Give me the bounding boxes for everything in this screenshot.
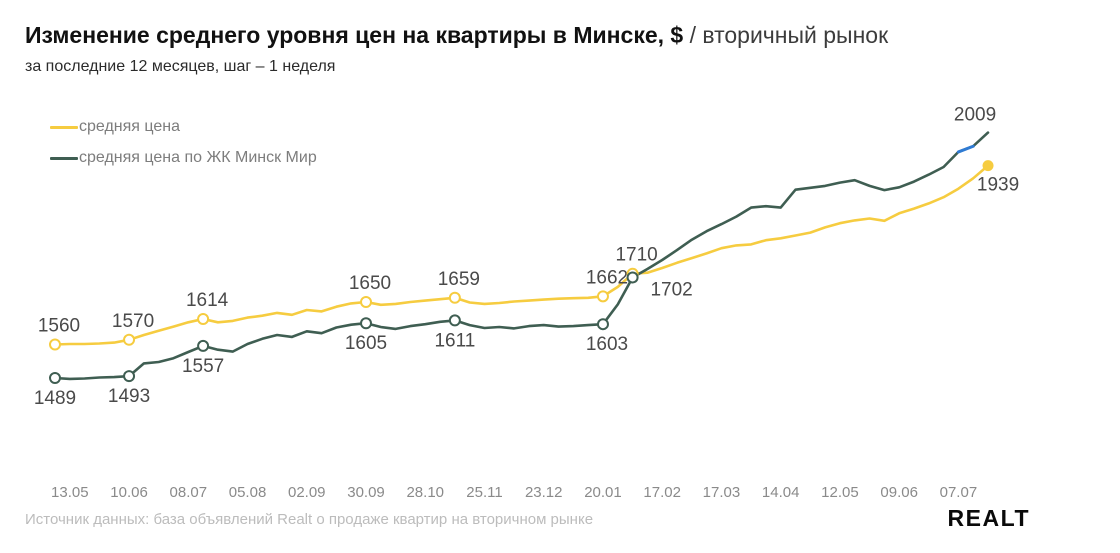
legend-item-minsk-mir: средняя цена по ЖК Минск Мир	[50, 147, 317, 169]
title-main: Изменение среднего уровня цен на квартир…	[25, 22, 684, 48]
point-value-label: 1605	[345, 333, 387, 354]
point-marker	[626, 271, 639, 284]
series-end-dot	[982, 160, 994, 172]
point-value-label: 1611	[434, 330, 475, 351]
point-value-label: 1570	[112, 311, 154, 332]
x-tick-label: 12.05	[821, 484, 859, 501]
series-line-avg-price	[53, 164, 990, 346]
legend-item-label: средняя цена по ЖК Минск Мир	[79, 149, 317, 166]
point-marker	[448, 314, 461, 327]
legend-line-swatch-green	[50, 156, 78, 160]
point-value-label: 1560	[38, 315, 80, 336]
x-tick-label: 05.08	[229, 484, 267, 501]
legend-line-swatch-yellow	[50, 125, 78, 129]
x-tick-label: 02.09	[288, 484, 326, 501]
point-marker	[49, 338, 61, 351]
point-marker	[197, 313, 210, 325]
x-tick-label: 10.06	[110, 484, 148, 501]
point-marker	[360, 317, 373, 330]
point-value-label: 1489	[34, 388, 76, 409]
subtitle: за последние 12 месяцев, шаг – 1 неделя	[25, 57, 336, 75]
x-tick-label: 14.04	[762, 484, 800, 501]
point-value-label: 1557	[182, 356, 224, 377]
series-line-minsk-mir	[53, 131, 990, 381]
point-value-label: 1702	[650, 279, 692, 300]
x-tick-label: 25.11	[466, 484, 502, 501]
point-value-label: 1659	[438, 269, 480, 290]
point-marker	[596, 290, 609, 303]
x-tick-label: 17.03	[703, 484, 741, 501]
point-marker	[49, 372, 61, 384]
point-value-label: 1939	[977, 175, 1019, 196]
x-tick-label: 23.12	[525, 484, 563, 501]
point-marker	[360, 296, 373, 309]
point-marker	[448, 291, 461, 304]
x-tick-label: 28.10	[406, 484, 444, 501]
page-title: Изменение среднего уровня цен на квартир…	[25, 22, 888, 50]
point-value-label: 2009	[954, 105, 996, 126]
point-value-label: 1710	[615, 245, 657, 266]
point-marker	[123, 333, 136, 346]
point-marker	[123, 370, 136, 383]
x-tick-label: 20.01	[584, 484, 622, 501]
title-secondary: вторичный рынок	[702, 22, 889, 48]
point-marker	[197, 339, 210, 352]
legend: средняя цена средняя цена по ЖК Минск Ми…	[50, 116, 317, 178]
point-value-label: 1493	[108, 386, 150, 407]
legend-item-avg-price: средняя цена	[50, 116, 317, 138]
x-tick-label: 17.02	[643, 484, 681, 501]
title-separator: /	[689, 22, 696, 48]
x-tick-label: 13.05	[51, 484, 89, 501]
realt-logo: Realt	[947, 505, 1030, 531]
x-tick-label: 30.09	[347, 484, 385, 501]
point-value-label: 1603	[586, 334, 628, 355]
point-marker	[596, 318, 609, 331]
point-value-label: 1614	[186, 290, 229, 311]
x-tick-label: 07.07	[940, 484, 978, 501]
header: Изменение среднего уровня цен на квартир…	[25, 22, 888, 76]
point-value-label: 1650	[349, 273, 391, 294]
highlight-segment-blue	[956, 144, 975, 154]
x-tick-label: 08.07	[170, 484, 208, 501]
point-value-label: 1662	[586, 267, 628, 288]
x-tick-label: 09.06	[880, 484, 918, 501]
legend-item-label: средняя цена	[79, 118, 181, 135]
source-note: Источник данных: база объявлений Realt о…	[25, 511, 594, 528]
